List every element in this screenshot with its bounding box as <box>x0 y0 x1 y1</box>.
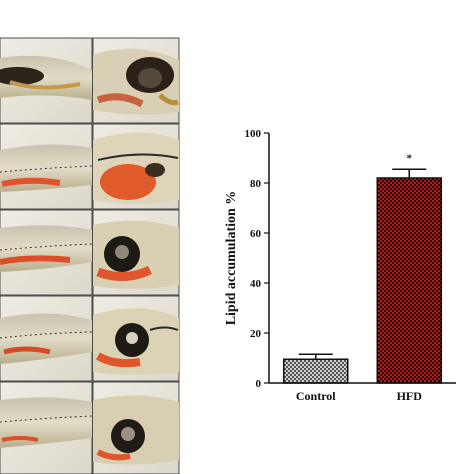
photo-row-4 <box>0 295 180 382</box>
y-tick-label: 80 <box>250 178 262 190</box>
photo-row-3 <box>0 209 180 296</box>
axes-layer: 0 20 40 60 80 100 Control HFD <box>245 128 456 403</box>
x-category-label: Control <box>296 389 336 403</box>
y-tick-label: 20 <box>250 328 262 340</box>
bar-control <box>283 358 349 384</box>
zebrafish-photo-panel <box>0 37 180 474</box>
y-tick-label: 60 <box>250 228 262 240</box>
photo-row-1 <box>0 37 180 124</box>
y-tick-label: 0 <box>256 378 262 390</box>
y-tick-label: 40 <box>250 278 262 290</box>
y-axis-title: Lipid accumulation % <box>224 191 239 326</box>
y-tick-label: 100 <box>245 128 262 140</box>
x-category-label: HFD <box>397 389 423 403</box>
bar-hfd <box>376 177 442 384</box>
bars-layer: * <box>283 152 442 384</box>
photo-row-5 <box>0 381 180 474</box>
significance-marker: * <box>407 152 413 164</box>
photo-row-2 <box>0 123 180 210</box>
